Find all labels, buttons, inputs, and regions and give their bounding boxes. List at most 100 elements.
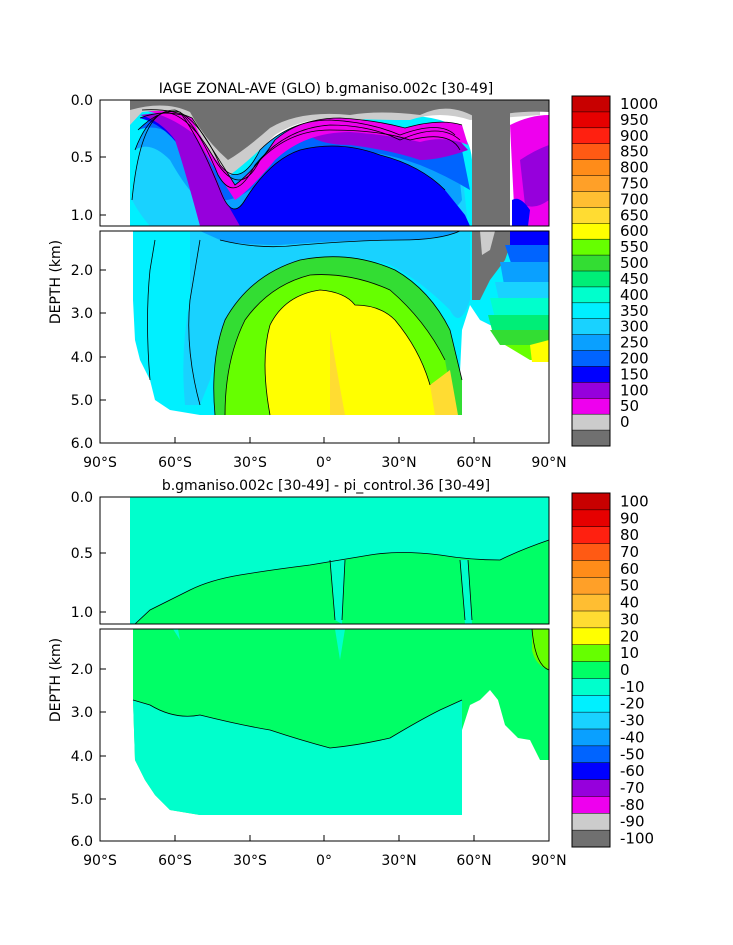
y-tick-3.0: 3.0 <box>71 705 93 721</box>
y-axis-label: DEPTH (km) <box>48 638 64 722</box>
x-tick-90S: 90°S <box>83 455 117 471</box>
colorbar-swatch <box>572 271 610 288</box>
colorbar-swatch <box>572 627 610 646</box>
colorbar-frame <box>571 95 611 447</box>
colorbar-label: 550 <box>620 238 649 256</box>
y-tick-6.0: 6.0 <box>71 834 93 850</box>
y-tick-5.0: 5.0 <box>71 393 93 409</box>
colorbar-swatch <box>572 191 610 208</box>
x-tick-30N: 30°N <box>381 455 416 471</box>
colorbar-label: 800 <box>620 159 649 177</box>
colorbar-label: 650 <box>620 206 649 224</box>
panel-age: IAGE ZONAL-AVE (GLO) b.gmaniso.002c [30-… <box>48 81 658 471</box>
panel-diff: b.gmaniso.002c [30-49] - pi_control.36 [… <box>48 478 654 869</box>
colorbar-label: 750 <box>620 175 649 193</box>
colorbar-label: 150 <box>620 365 649 383</box>
colorbar-swatch <box>572 577 610 595</box>
colorbar-label: 450 <box>620 270 649 288</box>
colorbar-label: 850 <box>620 143 649 161</box>
colorbar-label: 100 <box>620 381 649 399</box>
colorbar-label: 0 <box>620 413 630 431</box>
colorbar-label: 30 <box>620 610 639 628</box>
x-tick-30N: 30°N <box>381 853 416 869</box>
colorbar-swatch <box>572 223 610 240</box>
colorbar-swatch <box>572 239 610 256</box>
y-tick-5.0: 5.0 <box>71 792 93 808</box>
colorbar-swatch <box>572 543 610 561</box>
colorbar-swatch <box>572 509 610 528</box>
colorbar-swatch <box>572 493 610 511</box>
colorbar-swatch <box>572 729 610 747</box>
y-tick-0.5: 0.5 <box>71 546 93 562</box>
colorbar-label: 400 <box>620 286 649 304</box>
y-tick-0.0: 0.0 <box>71 490 93 506</box>
colorbar-label: -80 <box>620 796 645 814</box>
y-tick-2.0: 2.0 <box>71 662 93 678</box>
y-tick-0.0: 0.0 <box>71 93 93 109</box>
x-tick-60S: 60°S <box>158 455 192 471</box>
colorbar-label: 200 <box>620 350 649 368</box>
x-tick-60S: 60°S <box>158 853 192 869</box>
colorbar-label: 1000 <box>620 95 658 113</box>
colorbar-swatch <box>572 745 610 764</box>
panel-1-lower-field <box>99 230 550 444</box>
colorbar-swatch <box>572 712 610 730</box>
colorbar-label: 700 <box>620 190 649 208</box>
colorbar-swatch <box>572 644 610 663</box>
colorbar-label: 0 <box>620 661 630 679</box>
y-axis-label: DEPTH (km) <box>48 240 64 324</box>
y-tick-4.0: 4.0 <box>71 749 93 765</box>
colorbar-label: 80 <box>620 526 639 544</box>
panel-2-axes <box>100 496 475 841</box>
colorbar-label: 50 <box>620 577 639 595</box>
colorbar-swatch <box>572 286 610 304</box>
colorbar-label: -100 <box>620 830 654 848</box>
colorbar-swatch <box>572 430 610 447</box>
y-tick-1.0: 1.0 <box>71 208 93 224</box>
colorbar-label: 70 <box>620 543 639 561</box>
colorbar-label: 600 <box>620 222 649 240</box>
colorbar-swatch <box>572 302 610 320</box>
x-tick-30S: 30°S <box>233 853 267 869</box>
colorbar-swatch <box>572 678 610 696</box>
colorbar-swatch <box>572 159 610 177</box>
y-tick-4.0: 4.0 <box>71 350 93 366</box>
colorbar-swatch <box>572 695 610 713</box>
colorbar-swatch <box>572 255 610 272</box>
x-tick-0: 0° <box>316 853 332 869</box>
colorbar-label: -70 <box>620 779 645 797</box>
y-tick-3.0: 3.0 <box>71 306 93 322</box>
colorbar-swatch <box>572 143 610 161</box>
colorbar-swatch <box>572 830 610 848</box>
colorbar-swatch <box>572 175 610 192</box>
colorbar-swatch <box>572 207 610 224</box>
colorbar-swatch <box>572 611 610 629</box>
panel-1-title: IAGE ZONAL-AVE (GLO) b.gmaniso.002c [30-… <box>159 81 493 97</box>
colorbar-label: 40 <box>620 594 639 612</box>
colorbar-swatch <box>572 366 610 383</box>
colorbar-swatch <box>572 661 610 679</box>
y-tick-0.5: 0.5 <box>71 150 93 166</box>
x-tick-90S: 90°S <box>83 853 117 869</box>
colorbar-swatch <box>572 398 610 415</box>
colorbar-swatch <box>572 594 610 612</box>
panel-2-title: b.gmaniso.002c [30-49] - pi_control.36 [… <box>162 478 490 494</box>
y-tick-1.0: 1.0 <box>71 605 93 621</box>
colorbar-label: -40 <box>620 728 645 746</box>
panel-1-axes <box>100 99 475 443</box>
colorbar-label: 300 <box>620 318 649 336</box>
colorbar-label: 500 <box>620 254 649 272</box>
x-tick-0: 0° <box>316 455 332 471</box>
colorbar-label: -30 <box>620 712 645 730</box>
colorbar-label: -20 <box>620 695 645 713</box>
colorbar-label: 20 <box>620 627 639 645</box>
colorbar-1: 1000950900850800750700650600550500450400… <box>571 95 658 447</box>
panel-2-upper-field <box>99 496 550 625</box>
colorbar-swatch <box>572 334 610 352</box>
x-tick-60N: 60°N <box>456 853 491 869</box>
x-tick-90N: 90°N <box>531 853 566 869</box>
colorbar-swatch <box>572 779 610 797</box>
colorbar-label: 950 <box>620 111 649 129</box>
x-tick-30S: 30°S <box>233 455 267 471</box>
